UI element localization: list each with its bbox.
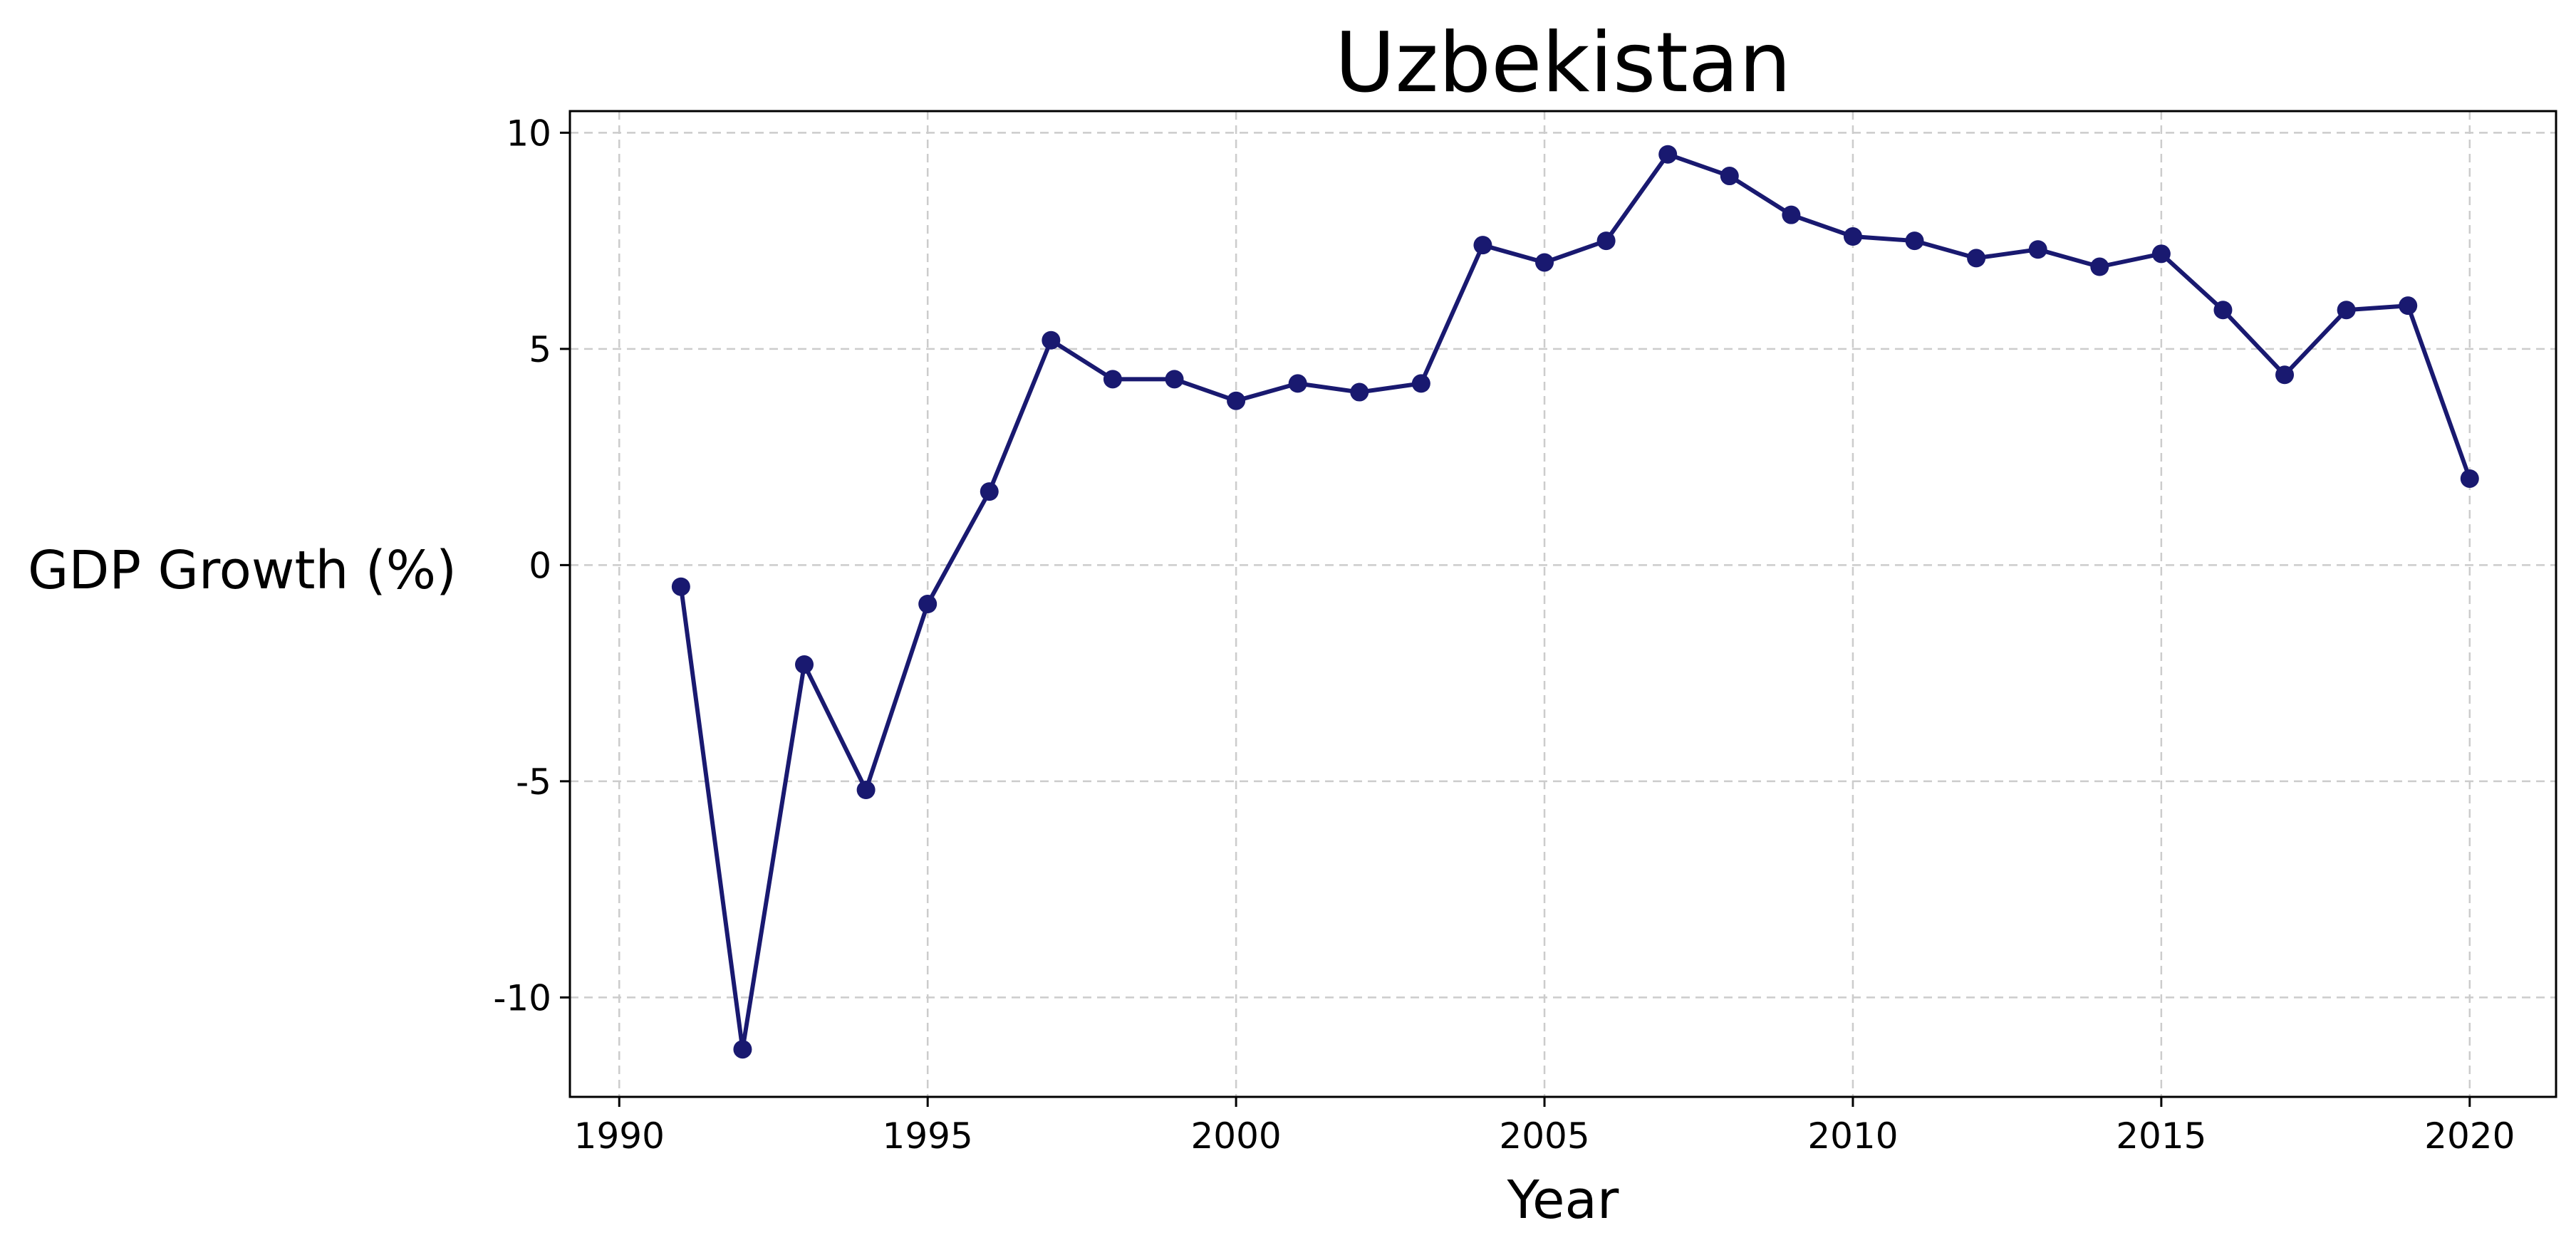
data-point — [918, 595, 938, 613]
grid-lines — [570, 111, 2556, 1097]
data-point — [1473, 236, 1492, 255]
data-point — [1720, 167, 1739, 186]
data-point — [2399, 296, 2418, 316]
y-tick-label: -5 — [516, 761, 551, 803]
data-point — [2090, 257, 2109, 276]
data-point — [856, 781, 876, 800]
data-point — [2151, 244, 2171, 264]
data-point — [1967, 249, 1986, 268]
data-point — [1165, 370, 1184, 389]
series-layer — [671, 145, 2479, 1059]
x-tick-label: 2020 — [2424, 1115, 2515, 1157]
chart-title: Uzbekistan — [1335, 15, 1792, 111]
data-point — [1658, 145, 1678, 164]
data-point — [1843, 227, 1862, 246]
data-point — [2213, 301, 2233, 320]
data-point — [980, 482, 999, 501]
data-point — [1905, 231, 1924, 251]
x-tick-label: 1995 — [883, 1115, 973, 1157]
data-point — [795, 655, 814, 674]
y-tick-label: -10 — [493, 977, 551, 1019]
data-point — [1782, 205, 1801, 224]
plot-area-frame — [568, 110, 2557, 1098]
data-point — [2275, 365, 2295, 385]
x-tick-label: 1990 — [574, 1115, 665, 1157]
series-line — [678, 152, 2472, 1052]
data-point — [1227, 391, 1246, 410]
data-point — [671, 577, 690, 596]
data-point — [1103, 370, 1122, 389]
data-point — [1042, 330, 1061, 350]
data-point — [1288, 374, 1307, 393]
y-axis-ticks: -10 -5 0 5 10 — [493, 113, 570, 1019]
data-point — [1535, 253, 1554, 272]
x-axis-ticks: 1990 1995 2000 2005 2010 2015 2020 — [574, 1097, 2515, 1157]
data-point — [1411, 374, 1430, 393]
x-tick-label: 2005 — [1499, 1115, 1589, 1157]
y-tick-label: 0 — [529, 545, 551, 586]
x-tick-label: 2010 — [1807, 1115, 1898, 1157]
x-axis-label: Year — [1507, 1170, 1619, 1231]
data-point — [2337, 301, 2356, 320]
data-point — [1596, 231, 1616, 251]
y-tick-label: 10 — [506, 113, 551, 154]
y-tick-label: 5 — [529, 329, 551, 370]
data-point — [2028, 240, 2047, 259]
x-tick-label: 2015 — [2116, 1115, 2206, 1157]
x-tick-label: 2000 — [1190, 1115, 1281, 1157]
data-point — [2460, 469, 2479, 488]
y-axis-label: GDP Growth (%) — [28, 540, 457, 601]
data-point — [733, 1040, 752, 1059]
data-point — [1350, 382, 1369, 402]
